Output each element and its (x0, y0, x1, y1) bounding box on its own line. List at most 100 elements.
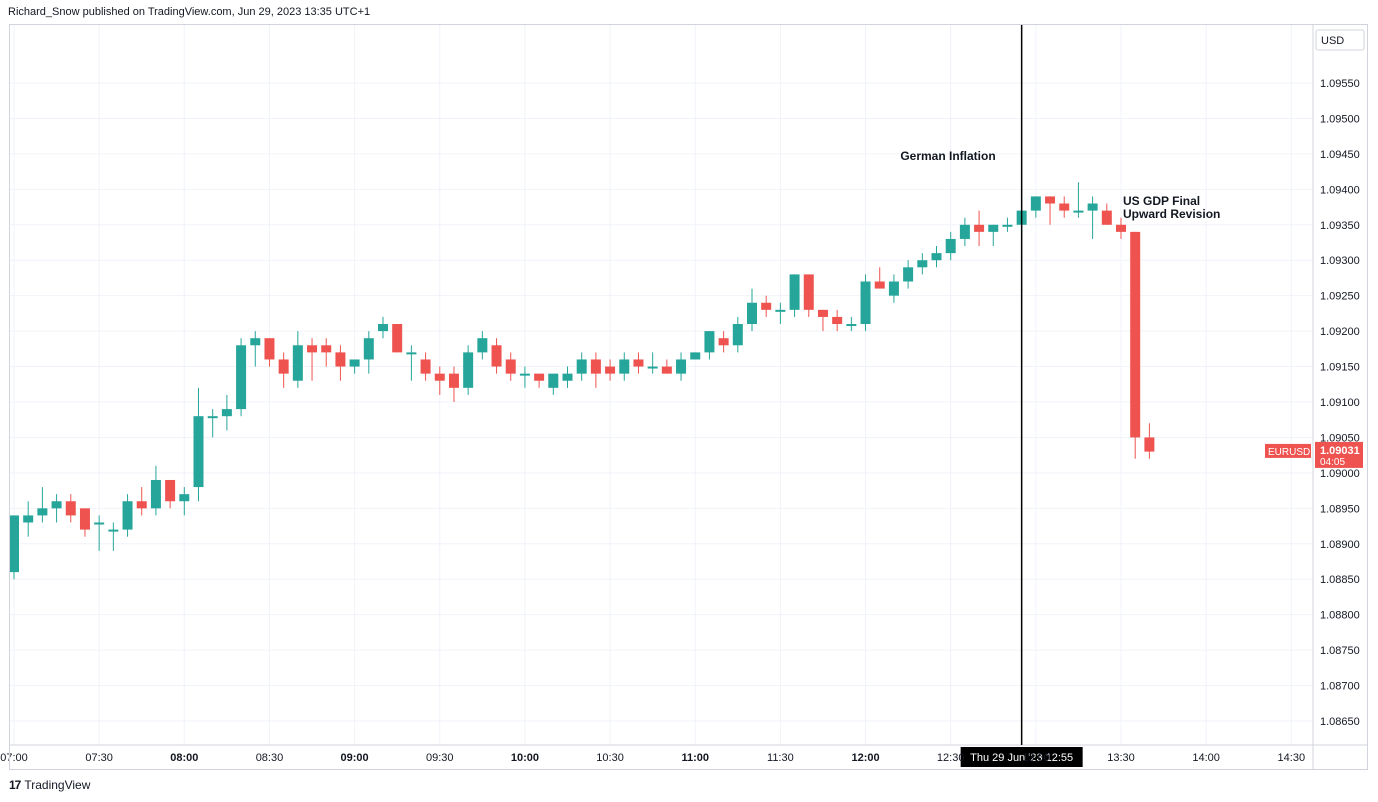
candle-body (463, 352, 474, 388)
candle (1101, 203, 1112, 225)
candle (179, 487, 190, 516)
candle (491, 338, 502, 374)
candle-body (321, 345, 332, 353)
candle-body (789, 274, 800, 310)
candle (548, 373, 559, 395)
candle (534, 373, 545, 388)
candle (590, 352, 601, 388)
candle-body (576, 359, 587, 374)
y-tick-label: 1.09300 (1320, 255, 1360, 267)
candle (122, 494, 133, 537)
candle (747, 288, 757, 332)
candle (888, 274, 899, 303)
candle (292, 331, 303, 388)
candle (37, 487, 48, 523)
candle (1087, 196, 1098, 239)
candle (1073, 182, 1084, 218)
candle-body (548, 373, 559, 388)
candle (321, 338, 332, 367)
candle (448, 366, 459, 402)
candle (931, 246, 942, 268)
candle (633, 352, 644, 374)
candle (51, 494, 62, 523)
candle (846, 316, 857, 332)
candle-body (1030, 196, 1041, 211)
annotation-us-gdp: US GDP Final (1123, 194, 1200, 208)
candle-body (179, 494, 190, 502)
candle-body (1130, 231, 1141, 438)
x-tick-label: 11:30 (767, 752, 794, 764)
tradingview-logo-icon: 17 (9, 778, 21, 792)
candle-body (9, 515, 19, 573)
y-tick-label: 1.09400 (1320, 184, 1360, 196)
candle (576, 352, 587, 381)
candle-body (775, 309, 786, 312)
candle-body (378, 324, 388, 332)
y-tick-label: 1.08900 (1320, 539, 1360, 551)
y-tick-label: 1.09350 (1320, 220, 1360, 232)
candle (23, 501, 34, 537)
candle (477, 331, 488, 360)
chart-frame (9, 24, 1368, 770)
candle-body (505, 359, 516, 374)
candle (732, 316, 743, 353)
candle-body (1101, 210, 1112, 225)
candle (917, 253, 928, 275)
publish-header: Richard_Snow published on TradingView.co… (8, 6, 371, 18)
candle (562, 366, 573, 388)
candles-layer (9, 182, 1155, 580)
candle-body (37, 508, 48, 516)
y-tick-label: 1.09100 (1320, 397, 1360, 409)
candle-body (619, 359, 630, 374)
candle-body (519, 373, 530, 376)
crosshair-time-tag (960, 747, 1083, 767)
candle (1059, 196, 1070, 218)
candle (505, 352, 516, 381)
x-tick-label: 13:00 (1022, 752, 1050, 764)
candle (79, 508, 90, 537)
candle (165, 479, 176, 509)
x-tick-label: 14:30 (1278, 752, 1306, 764)
candle (307, 338, 318, 381)
candle-body (888, 281, 899, 296)
candle (150, 465, 161, 516)
candle-body (79, 508, 90, 530)
candle (1030, 196, 1041, 218)
countdown-value: 04:05 (1320, 457, 1345, 468)
last-price-tag (1315, 441, 1363, 468)
candle (959, 217, 970, 247)
candle (65, 494, 76, 523)
candle-body (1144, 437, 1155, 452)
candle-body (292, 345, 303, 381)
candle-body (633, 359, 644, 367)
y-tick-label: 1.09550 (1320, 78, 1360, 90)
candle-body (1059, 203, 1070, 211)
candle-body (661, 366, 672, 374)
candle-body (477, 338, 488, 353)
candle (605, 359, 616, 381)
time-axis: 07:00 07:30 08:00 08:30 09:00 09:30 10:00 10:30… (0, 752, 1305, 764)
candle-body (406, 352, 417, 355)
x-tick-label: 13:30 (1107, 752, 1135, 764)
candle (860, 274, 871, 332)
candle-body (250, 338, 261, 346)
candle (761, 295, 772, 317)
y-tick-label: 1.09450 (1320, 149, 1360, 161)
y-tick-label: 1.08700 (1320, 681, 1360, 693)
candle (335, 345, 346, 381)
candle-body (917, 260, 928, 268)
candle (988, 224, 999, 247)
candle (264, 338, 275, 367)
candle-body (846, 324, 857, 327)
candle-body (150, 479, 161, 509)
candle (676, 352, 687, 381)
currency-box[interactable] (1315, 29, 1365, 51)
candle (434, 366, 445, 395)
currency-label[interactable]: USD (1321, 35, 1344, 47)
y-tick-label: 1.09250 (1320, 291, 1360, 303)
footer: 17 TradingView (9, 778, 90, 792)
candle (661, 359, 672, 374)
crosshair-time-text: Thu 29 Jun '23 12:55 (970, 752, 1073, 764)
